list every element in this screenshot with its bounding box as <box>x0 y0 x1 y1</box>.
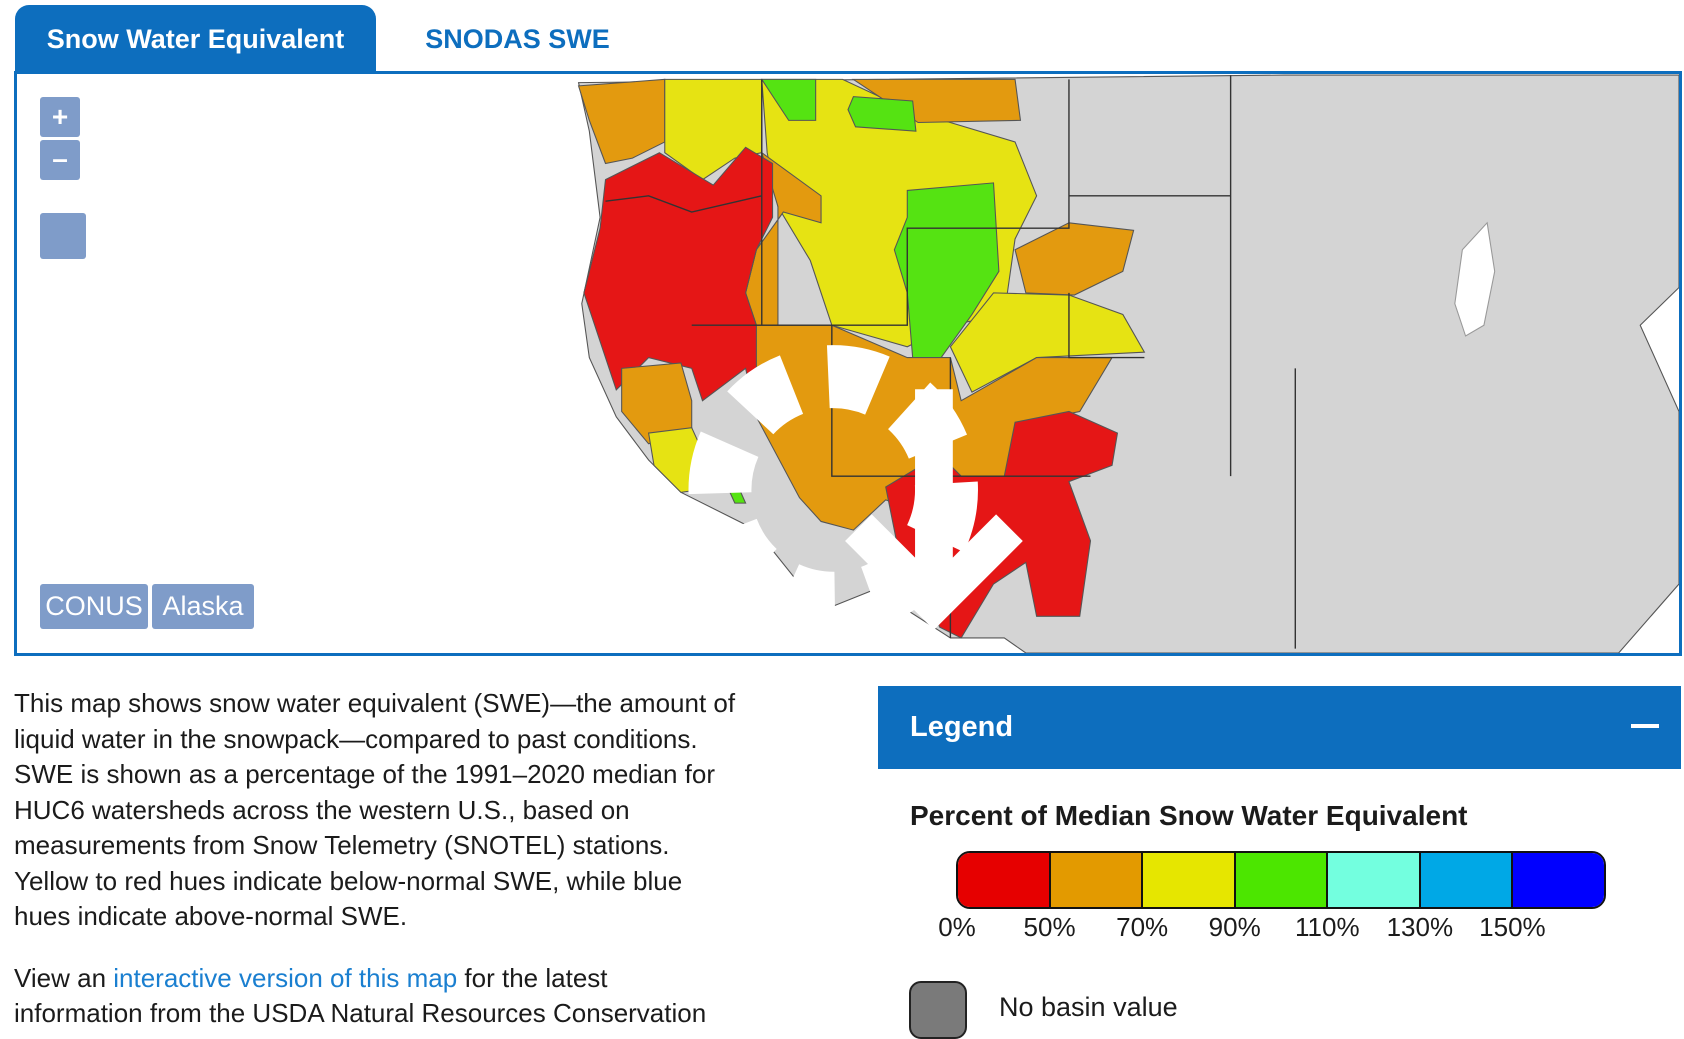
map-canvas[interactable] <box>17 74 1679 653</box>
alaska-button[interactable]: Alaska <box>152 584 254 629</box>
description-line: information from the USDA Natural Resour… <box>14 998 707 1028</box>
download-button[interactable] <box>40 213 1023 635</box>
description-line: liquid water in the snowpack—compared to… <box>14 723 698 754</box>
description-line: SWE is shown as a percentage of the 1991… <box>14 759 715 789</box>
region-green <box>760 78 817 121</box>
scale-tick-label: 110% <box>1294 912 1360 942</box>
region-yellow <box>949 292 1146 393</box>
zoom-out-button[interactable]: – <box>40 140 80 180</box>
color-swatch-4 <box>1328 853 1421 907</box>
color-swatch-2 <box>1143 853 1236 907</box>
link-suffix: for the latest <box>457 962 608 993</box>
no-basin-label: No basin value <box>999 992 1178 1022</box>
color-swatch-0 <box>958 853 1051 907</box>
description-line: measurements from Snow Telemetry (SNOTEL… <box>14 830 670 860</box>
tab-snodas-swe[interactable]: SNODAS SWE <box>425 24 610 54</box>
conus-button[interactable]: CONUS <box>40 584 148 629</box>
description-line: Yellow to red hues indicate below-normal… <box>14 865 683 896</box>
description-line: HUC6 watersheds across the western U.S.,… <box>14 794 630 825</box>
color-swatch-6 <box>1513 853 1604 907</box>
map-viewer[interactable]: + – CONUS Alaska <box>14 71 1682 656</box>
color-swatch-5 <box>1420 853 1514 907</box>
description-line: hues indicate above-normal SWE. <box>14 901 408 931</box>
scale-tick-label: 50% <box>1023 912 1076 942</box>
color-swatch-3 <box>1235 853 1329 907</box>
gear-download-icon <box>688 345 1023 635</box>
legend-header[interactable]: Legend <box>878 686 1681 769</box>
scale-tick-label: 130% <box>1386 912 1454 942</box>
no-basin-swatch <box>909 981 967 1039</box>
legend-subtitle: Percent of Median Snow Water Equivalent <box>910 800 1468 831</box>
scale-tick-label: 150% <box>1479 912 1546 942</box>
collapse-legend-icon[interactable] <box>1631 724 1659 728</box>
color-swatch-1 <box>1050 853 1144 907</box>
lake-michigan <box>1454 221 1496 337</box>
region-green <box>847 96 917 132</box>
scale-tick-label: 90% <box>1208 912 1261 942</box>
link-prefix: View an <box>14 962 114 993</box>
tab-snow-water-equivalent[interactable]: Snow Water Equivalent <box>15 5 376 75</box>
color-scale-bar <box>956 851 1606 909</box>
scale-tick-label: 0% <box>938 912 976 942</box>
zoom-in-button[interactable]: + <box>40 97 80 137</box>
scale-tick-label: 70% <box>1116 912 1169 942</box>
description-line: This map shows snow water equivalent (SW… <box>14 688 736 718</box>
legend-title: Legend <box>910 711 1014 743</box>
interactive-map-link[interactable]: interactive version of this map <box>113 962 458 993</box>
map-description: This map shows snow water equivalent (SW… <box>14 686 814 1032</box>
